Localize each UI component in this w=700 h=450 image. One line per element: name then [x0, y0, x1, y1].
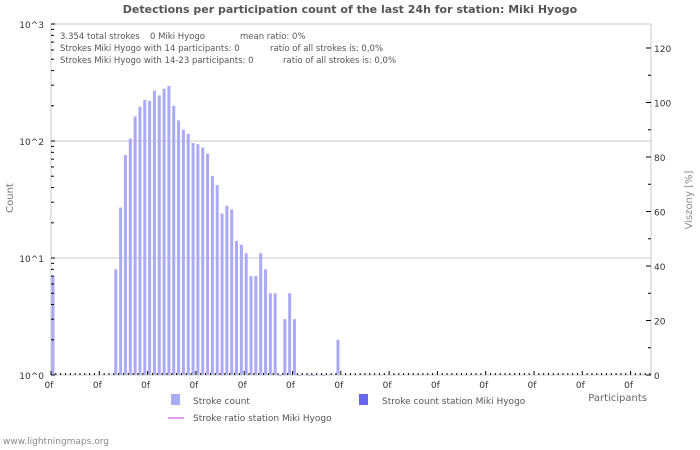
bar: [288, 293, 292, 375]
svg-text:10^3: 10^3: [19, 21, 44, 31]
y-axis-right: 0 20 40 60 80 100 120 Viszony [%]: [646, 45, 695, 382]
info-text: 3.354 total strokes 0 Miki Hyogo mean rati…: [60, 32, 396, 66]
svg-text:0 Miki Hyogo: 0 Miki Hyogo: [150, 32, 205, 42]
bar: [293, 319, 296, 375]
bar: [220, 213, 224, 375]
bar: [230, 209, 234, 375]
svg-text:0f: 0f: [286, 381, 296, 391]
bar: [162, 88, 166, 376]
svg-text:mean ratio: 0%: mean ratio: 0%: [240, 32, 305, 42]
bar: [167, 86, 171, 375]
bar-series-stroke-count: [51, 86, 340, 376]
bar: [119, 207, 123, 375]
bar: [128, 138, 132, 375]
bar: [186, 133, 190, 375]
svg-text:80: 80: [654, 154, 666, 164]
svg-text:Viszony [%]: Viszony [%]: [684, 171, 695, 230]
y-axis-left: 10^0 10^1 10^2 10^3 Count: [5, 21, 55, 382]
bar: [235, 240, 239, 375]
svg-text:3.354 total strokes: 3.354 total strokes: [60, 32, 140, 42]
svg-text:0f: 0f: [189, 381, 199, 391]
bar: [273, 293, 277, 375]
bar: [181, 129, 185, 375]
bar: [148, 100, 152, 375]
svg-text:Strokes Miki Hyogo with 14-23: Strokes Miki Hyogo with 14-23 participan…: [60, 56, 254, 66]
bar: [51, 276, 55, 375]
bar: [123, 154, 127, 375]
bar: [210, 176, 214, 375]
svg-text:60: 60: [654, 209, 666, 219]
bar: [172, 105, 176, 376]
bar: [206, 153, 210, 375]
bar: [157, 95, 161, 376]
plot-frame: [50, 23, 652, 376]
svg-text:0f: 0f: [624, 381, 634, 391]
svg-text:120: 120: [654, 45, 671, 55]
bar: [225, 205, 229, 375]
bar: [143, 99, 147, 375]
svg-text:0f: 0f: [479, 381, 489, 391]
bar: [239, 244, 243, 375]
bar: [196, 144, 200, 375]
svg-text:100: 100: [654, 100, 671, 110]
svg-text:Stroke ratio station Miki Hyog: Stroke ratio station Miki Hyogo: [193, 414, 332, 424]
bar: [191, 143, 195, 375]
bar: [215, 185, 219, 375]
bar: [244, 253, 248, 375]
bar: [259, 253, 263, 375]
bar: [264, 269, 268, 375]
svg-text:Stroke count station Miki Hyog: Stroke count station Miki Hyogo: [382, 397, 526, 407]
svg-text:ratio of all strokes is: 0,0%: ratio of all strokes is: 0,0%: [283, 56, 396, 66]
svg-text:Stroke count: Stroke count: [193, 397, 250, 407]
svg-text:0f: 0f: [93, 381, 103, 391]
bar: [133, 116, 137, 375]
svg-text:ratio of all strokes is: 0,0%: ratio of all strokes is: 0,0%: [270, 44, 383, 54]
svg-text:0f: 0f: [383, 381, 393, 391]
svg-text:0f: 0f: [431, 381, 441, 391]
svg-text:40: 40: [654, 263, 666, 273]
chart-title: Detections per participation count of th…: [122, 3, 578, 16]
svg-text:0f: 0f: [45, 381, 55, 391]
bar: [201, 147, 205, 375]
svg-text:Strokes Miki Hyogo with 14 par: Strokes Miki Hyogo with 14 participants:…: [60, 44, 240, 54]
bar: [138, 106, 142, 376]
bar: [283, 319, 287, 375]
footer-link[interactable]: www.lightningmaps.org: [3, 437, 109, 447]
bar: [249, 276, 253, 375]
svg-text:Participants: Participants: [588, 393, 647, 404]
svg-text:0f: 0f: [334, 381, 344, 391]
bar: [152, 90, 156, 375]
bar: [336, 339, 340, 375]
svg-text:10^2: 10^2: [19, 138, 44, 148]
bar: [114, 269, 118, 375]
svg-text:0f: 0f: [528, 381, 538, 391]
bar: [268, 293, 272, 375]
legend: Stroke count Stroke count station Miki Hy…: [168, 394, 526, 424]
svg-text:Count: Count: [5, 183, 16, 213]
svg-text:10^0: 10^0: [19, 372, 44, 382]
bar: [177, 120, 181, 375]
svg-text:0f: 0f: [576, 381, 586, 391]
svg-text:0f: 0f: [141, 381, 151, 391]
svg-text:10^1: 10^1: [19, 255, 44, 265]
svg-text:0f: 0f: [238, 381, 248, 391]
svg-text:0: 0: [654, 372, 660, 382]
bar: [254, 276, 258, 375]
svg-text:20: 20: [654, 318, 666, 328]
